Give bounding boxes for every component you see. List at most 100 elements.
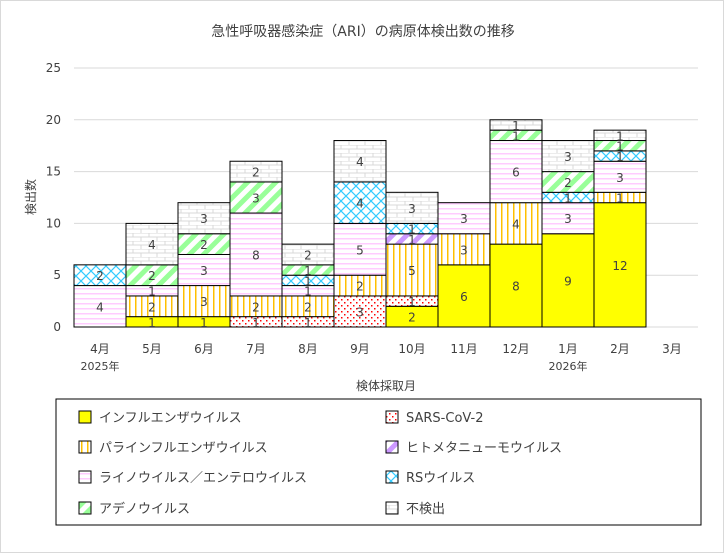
x-tick-label: 8月 — [298, 342, 318, 356]
data-label: 4 — [148, 238, 156, 252]
data-label: 2 — [304, 300, 312, 314]
data-label: 1 — [616, 129, 624, 143]
data-label: 1 — [408, 295, 416, 309]
bar-segment — [593, 202, 647, 328]
y-tick-label: 0 — [53, 320, 61, 334]
data-label: 6 — [512, 166, 520, 180]
legend-label: 不検出 — [406, 502, 445, 517]
y-tick-label: 25 — [46, 61, 61, 75]
bar-segment — [125, 222, 179, 266]
data-label: 2 — [564, 176, 572, 190]
data-label: 6 — [460, 290, 468, 304]
legend-swatch — [78, 501, 92, 515]
x-tick-label: 12月 — [502, 342, 529, 356]
x-tick-label: 9月 — [350, 342, 370, 356]
data-label: 12 — [612, 259, 627, 273]
year-label: 2025年 — [81, 359, 120, 373]
data-label: 1 — [148, 316, 156, 330]
data-label: 3 — [200, 264, 208, 278]
y-tick-label: 5 — [53, 268, 61, 282]
legend-swatch — [385, 440, 399, 454]
bar-segment — [437, 264, 491, 328]
data-label: 3 — [564, 150, 572, 164]
chart-title: 急性呼吸器感染症（ARI）の病原体検出数の推移 — [211, 23, 514, 40]
legend-swatch — [385, 470, 399, 484]
legend-label: インフルエンザウイルス — [99, 411, 242, 426]
bar-segment — [541, 233, 595, 328]
data-label: 5 — [408, 264, 416, 278]
legend-swatch — [385, 410, 399, 424]
data-label: 1 — [304, 264, 312, 278]
legend-swatch — [78, 410, 92, 424]
x-tick-label: 11月 — [450, 342, 477, 356]
bar-segment — [489, 140, 543, 204]
data-label: 3 — [252, 192, 260, 206]
y-tick-label: 10 — [46, 216, 61, 230]
data-label: 9 — [564, 274, 572, 288]
data-label: 1 — [564, 192, 572, 206]
legend-swatch — [385, 501, 399, 515]
data-label: 2 — [408, 311, 416, 325]
bar-segment — [489, 119, 543, 131]
data-label: 1 — [408, 223, 416, 237]
bar-segment — [177, 285, 231, 318]
x-tick-label: 2月 — [610, 342, 630, 356]
data-label: 3 — [356, 305, 364, 319]
data-label: 3 — [460, 243, 468, 257]
x-tick-label: 10月 — [398, 342, 425, 356]
data-label: 2 — [304, 248, 312, 262]
legend-label: アデノウイルス — [99, 501, 190, 517]
legend-swatch — [78, 440, 92, 454]
data-label: 1 — [616, 150, 624, 164]
bar-segment — [593, 160, 647, 193]
data-label: 1 — [616, 140, 624, 154]
x-tick-label: 5月 — [142, 342, 162, 356]
data-label: 8 — [512, 280, 520, 294]
legend-label: SARS-CoV-2 — [406, 411, 484, 426]
bar-segment — [489, 243, 543, 328]
bar-segment — [593, 129, 647, 142]
legend-box — [55, 398, 702, 526]
x-axis-label: 検体採取月 — [356, 379, 416, 393]
legend-label: ヒトメタニューモウイルス — [406, 441, 562, 456]
x-tick-label: 7月 — [246, 342, 266, 356]
data-label: 3 — [408, 202, 416, 216]
legend-label: RSウイルス — [406, 471, 475, 486]
data-label: 1 — [200, 316, 208, 330]
data-label: 3 — [616, 171, 624, 185]
data-label: 1 — [304, 274, 312, 288]
data-label: 3 — [200, 212, 208, 226]
bar-segment — [229, 212, 283, 297]
x-tick-label: 6月 — [194, 342, 214, 356]
y-tick-label: 15 — [46, 165, 61, 179]
bar-segment — [73, 285, 127, 328]
data-label: 8 — [252, 248, 260, 262]
data-label: 4 — [356, 197, 364, 211]
x-tick-label: 3月 — [662, 342, 682, 356]
year-label: 2026年 — [549, 359, 588, 373]
data-label: 1 — [512, 129, 520, 143]
data-label: 2 — [96, 269, 104, 283]
y-tick-label: 20 — [46, 113, 61, 127]
data-label: 4 — [356, 155, 364, 169]
bar-segment — [333, 140, 387, 183]
data-label: 4 — [512, 217, 520, 231]
x-tick-label: 1月 — [558, 342, 578, 356]
data-label: 3 — [460, 212, 468, 226]
data-label: 1 — [148, 285, 156, 299]
bar-segment — [333, 222, 387, 276]
data-label: 2 — [356, 280, 364, 294]
y-axis-label: 検出数 — [23, 179, 38, 215]
legend-label: パラインフルエンザウイルス — [99, 441, 268, 456]
data-label: 5 — [356, 243, 364, 257]
data-label: 3 — [200, 295, 208, 309]
data-label: 1 — [616, 192, 624, 206]
bar-segment — [177, 202, 231, 235]
data-label: 1 — [512, 119, 520, 133]
data-label: 2 — [252, 300, 260, 314]
data-label: 4 — [96, 300, 104, 314]
data-label: 2 — [148, 300, 156, 314]
data-label: 2 — [148, 269, 156, 283]
x-tick-label: 4月 — [90, 342, 110, 356]
data-label: 3 — [564, 212, 572, 226]
